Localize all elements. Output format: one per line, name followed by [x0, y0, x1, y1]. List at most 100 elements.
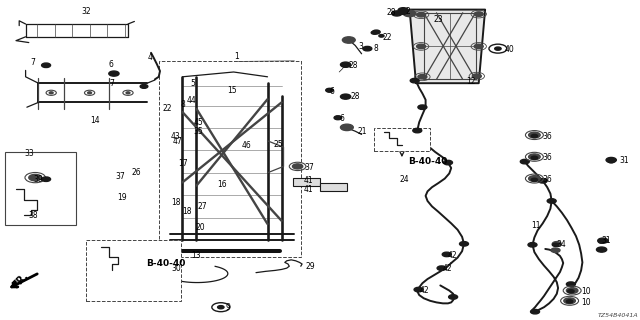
Text: TZ54B4041A: TZ54B4041A — [598, 313, 639, 318]
Circle shape — [568, 290, 574, 293]
Circle shape — [531, 134, 538, 138]
Polygon shape — [410, 10, 485, 83]
Text: 8: 8 — [373, 44, 378, 52]
Circle shape — [342, 37, 355, 43]
Circle shape — [49, 92, 53, 94]
Circle shape — [340, 62, 351, 67]
Text: 22: 22 — [162, 104, 172, 113]
Circle shape — [42, 177, 51, 181]
FancyBboxPatch shape — [374, 128, 430, 151]
Circle shape — [608, 160, 614, 163]
Circle shape — [334, 116, 342, 120]
Circle shape — [598, 238, 608, 243]
Text: 8: 8 — [180, 100, 185, 109]
Text: 25: 25 — [274, 140, 284, 149]
Circle shape — [372, 30, 380, 34]
Text: B-40-40: B-40-40 — [146, 260, 186, 268]
FancyBboxPatch shape — [5, 152, 76, 225]
Text: B-40-40: B-40-40 — [408, 157, 448, 166]
Circle shape — [520, 159, 529, 164]
Text: 18: 18 — [172, 198, 181, 207]
Text: 7: 7 — [109, 79, 114, 88]
Text: 30: 30 — [172, 264, 181, 273]
Circle shape — [413, 128, 422, 133]
Circle shape — [564, 298, 575, 304]
Circle shape — [414, 287, 423, 292]
Circle shape — [442, 252, 451, 257]
Text: 11: 11 — [531, 221, 541, 230]
Text: 19: 19 — [117, 193, 127, 202]
Text: 42: 42 — [420, 286, 429, 295]
Circle shape — [566, 282, 575, 286]
Text: 28: 28 — [351, 92, 360, 100]
Text: 31: 31 — [602, 236, 611, 245]
Circle shape — [371, 31, 378, 34]
Circle shape — [552, 242, 561, 246]
Circle shape — [472, 74, 481, 78]
Circle shape — [598, 240, 605, 243]
Circle shape — [551, 248, 560, 252]
Text: 17: 17 — [178, 159, 188, 168]
Circle shape — [109, 71, 119, 76]
Circle shape — [392, 11, 402, 16]
Circle shape — [596, 247, 607, 252]
Text: 37: 37 — [304, 163, 314, 172]
Text: 22: 22 — [383, 33, 392, 42]
Circle shape — [417, 12, 426, 17]
Text: 7: 7 — [30, 58, 35, 67]
Circle shape — [326, 88, 333, 92]
Circle shape — [495, 47, 501, 50]
Text: 2: 2 — [405, 7, 410, 16]
Text: 37: 37 — [115, 172, 125, 180]
Circle shape — [403, 10, 416, 17]
Circle shape — [363, 46, 372, 51]
Text: 36: 36 — [543, 175, 552, 184]
Text: 23: 23 — [434, 15, 444, 24]
Circle shape — [538, 179, 547, 183]
Text: 38: 38 — [28, 211, 38, 220]
Text: 40: 40 — [504, 45, 514, 54]
Text: 26: 26 — [131, 168, 141, 177]
Circle shape — [398, 8, 408, 13]
Circle shape — [460, 242, 468, 246]
Text: 3: 3 — [358, 42, 364, 51]
Text: 31: 31 — [620, 156, 629, 165]
Circle shape — [42, 63, 51, 68]
Text: 28: 28 — [349, 61, 358, 70]
Text: 36: 36 — [543, 132, 552, 140]
Circle shape — [444, 160, 452, 165]
Circle shape — [547, 199, 556, 203]
Circle shape — [531, 156, 538, 159]
Text: 41: 41 — [304, 176, 314, 185]
Circle shape — [529, 154, 540, 160]
Text: 47: 47 — [173, 137, 182, 146]
Circle shape — [529, 132, 540, 138]
Text: 10: 10 — [581, 287, 591, 296]
Circle shape — [449, 295, 458, 299]
Text: 6: 6 — [108, 60, 113, 68]
Circle shape — [531, 178, 538, 181]
Circle shape — [379, 35, 384, 37]
Text: 42: 42 — [448, 251, 458, 260]
FancyBboxPatch shape — [293, 178, 320, 186]
FancyBboxPatch shape — [86, 240, 181, 301]
Circle shape — [417, 44, 426, 49]
Circle shape — [566, 288, 578, 293]
Circle shape — [292, 164, 303, 169]
Text: 34: 34 — [557, 240, 566, 249]
Circle shape — [606, 157, 616, 163]
Text: 1: 1 — [234, 52, 239, 61]
Text: 10: 10 — [581, 298, 591, 307]
Circle shape — [566, 300, 573, 303]
Circle shape — [326, 89, 333, 92]
Text: 35: 35 — [193, 127, 203, 136]
Circle shape — [342, 64, 349, 67]
Circle shape — [29, 174, 42, 181]
Text: 45: 45 — [193, 118, 203, 127]
Text: 28: 28 — [386, 8, 396, 17]
Text: 6: 6 — [339, 114, 344, 123]
Text: 27: 27 — [197, 202, 207, 211]
Circle shape — [437, 266, 446, 270]
Circle shape — [340, 124, 353, 131]
Circle shape — [474, 12, 483, 16]
